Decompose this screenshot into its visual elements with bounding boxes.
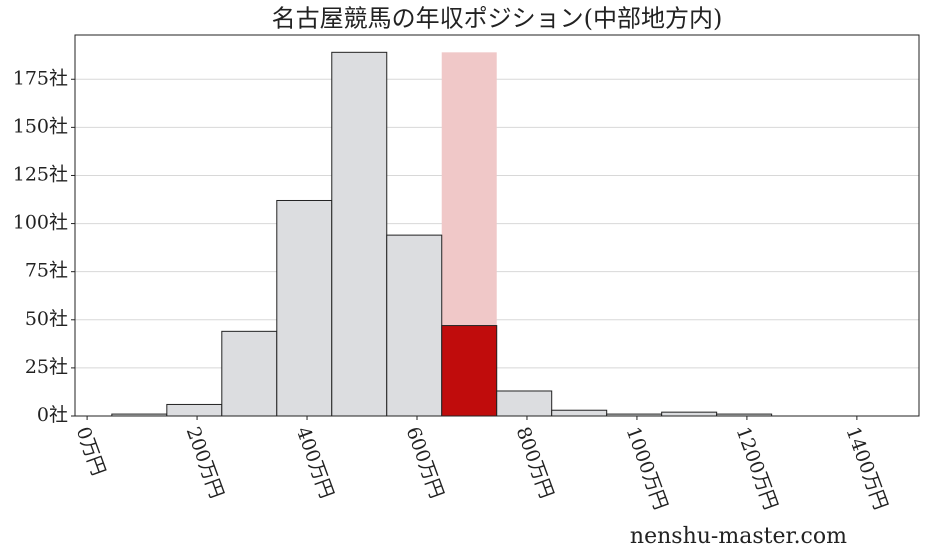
bar (221, 330, 278, 417)
y-tick-label: 75社 (25, 260, 68, 282)
x-tick-label: 400万円 (292, 424, 338, 501)
plot-frame (74, 34, 920, 417)
x-tick-label: 200万円 (182, 424, 228, 501)
x-tick-label: 1200万円 (732, 424, 782, 513)
x-tick-label: 1000万円 (622, 424, 672, 513)
y-tick-label: 150社 (13, 115, 68, 137)
y-tick-label: 125社 (13, 163, 68, 185)
bar (331, 51, 388, 417)
watermark: nenshu-master.com (630, 524, 847, 549)
x-tick-label: 0万円 (72, 424, 110, 479)
y-tick-label: 175社 (13, 67, 68, 89)
y-tick-label: 0社 (37, 404, 68, 426)
y-tick-label: 25社 (25, 356, 68, 378)
bar (496, 390, 553, 417)
x-tick-label: 800万円 (512, 424, 558, 501)
bar (276, 199, 333, 417)
y-tick-label: 50社 (25, 308, 68, 330)
bar (661, 411, 718, 417)
bar (551, 409, 608, 417)
x-tick-label: 600万円 (402, 424, 448, 501)
chart-title: 名古屋競馬の年収ポジション(中部地方内) (272, 5, 723, 33)
bar (441, 325, 498, 417)
bar (386, 234, 443, 417)
x-tick-label: 1400万円 (841, 424, 891, 513)
y-tick-label: 100社 (13, 212, 68, 234)
bar (166, 403, 223, 417)
